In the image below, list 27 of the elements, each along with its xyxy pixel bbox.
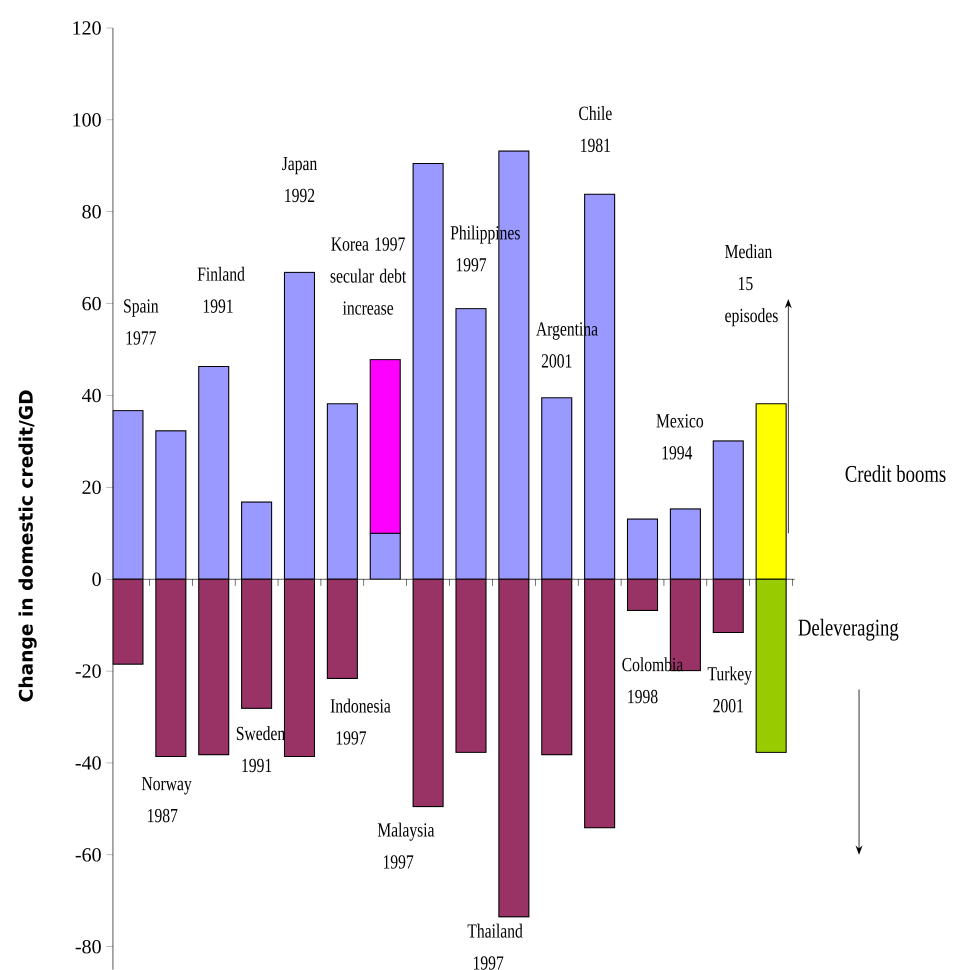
y-tick-label: -40 bbox=[76, 756, 101, 770]
annotation: Indonesia 1997 bbox=[330, 698, 391, 745]
text: Deleveraging bbox=[798, 618, 899, 641]
y-tick-label: -20 bbox=[76, 664, 101, 678]
y-tick-label: 0 bbox=[92, 572, 101, 586]
annotation: Japan 1992 bbox=[282, 156, 318, 202]
annotation: Mexico 1994 bbox=[656, 414, 704, 460]
y-tick-label: 40 bbox=[82, 388, 101, 402]
y-tick-label: 20 bbox=[82, 480, 101, 494]
y-tick-label: 120 bbox=[74, 21, 101, 35]
annotation: Chile 1981 bbox=[579, 106, 612, 152]
y-tick-label: -80 bbox=[76, 940, 101, 954]
annotation: Malaysia 1997 bbox=[378, 822, 434, 869]
y-tick-label: -60 bbox=[76, 848, 101, 862]
y-axis-title: Change in domestic credit/GD bbox=[18, 390, 37, 702]
text: Credit booms bbox=[846, 465, 946, 482]
annotation: Sweden 1991 bbox=[237, 726, 286, 772]
annotation: Median 15 episodes bbox=[725, 244, 778, 326]
annotation: Norway 1987 bbox=[142, 777, 192, 822]
annotation: Korea 1997 secular debt increase bbox=[330, 237, 406, 315]
annotation: Finland 1991 bbox=[198, 266, 245, 313]
y-tick-label: 100 bbox=[74, 113, 101, 127]
annotation: Turkey 2001 bbox=[708, 666, 752, 712]
y-tick-label: 60 bbox=[82, 296, 101, 310]
annotation: Spain 1977 bbox=[124, 299, 159, 345]
y-tick-label: 80 bbox=[82, 204, 101, 218]
annotation: Thailand 1997 bbox=[468, 924, 523, 970]
